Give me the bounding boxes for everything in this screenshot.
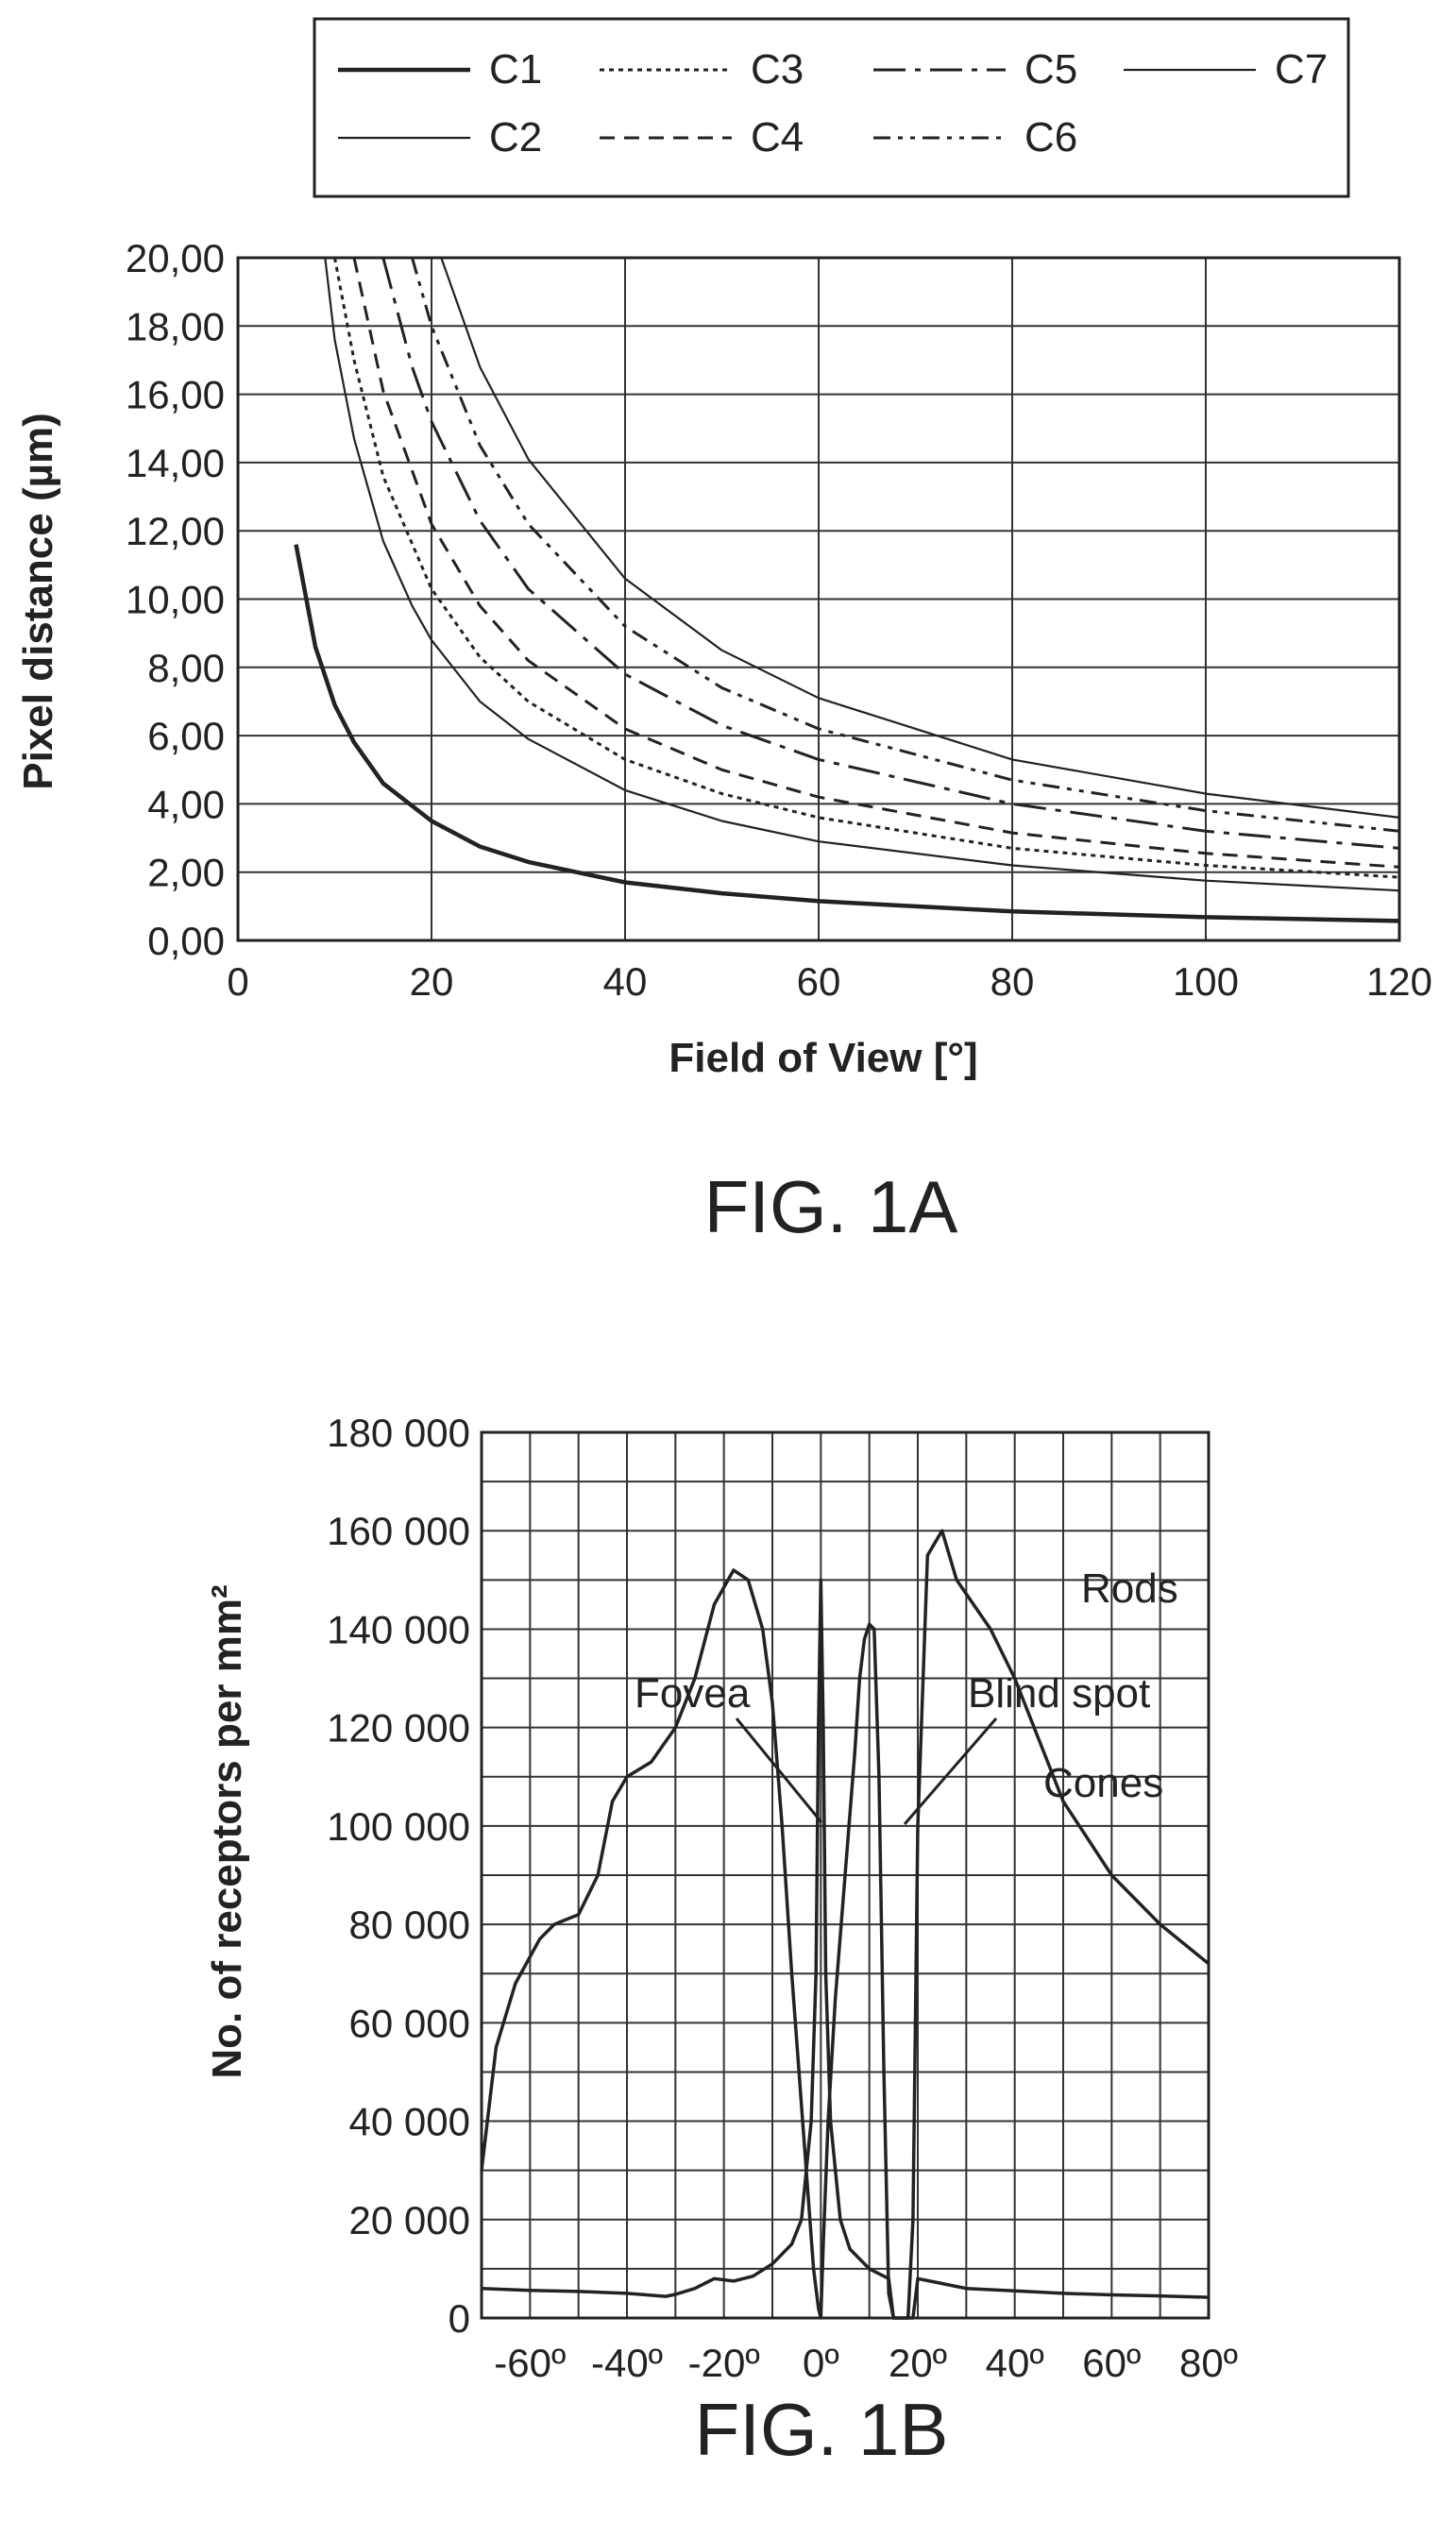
- y-tick-label: 2,00: [147, 851, 225, 895]
- series-c1-line: [296, 545, 1400, 922]
- y-tick-label: 120 000: [327, 1706, 470, 1751]
- y-tick-label: 18,00: [126, 304, 225, 348]
- legend-label-c6: C6: [1024, 114, 1077, 161]
- y-tick-label: 100 000: [327, 1804, 470, 1849]
- plot-grid: [238, 258, 1399, 940]
- x-tick-label: 80º: [1179, 2341, 1238, 2385]
- x-tick-labels: 0 20 40 60 80 100 120: [227, 959, 1432, 1004]
- x-tick-label: 0: [227, 959, 248, 1004]
- y-tick-label: 80 000: [349, 1903, 470, 1947]
- x-tick-label: 80: [990, 959, 1035, 1004]
- figure-label-1b: FIG. 1B: [695, 2388, 949, 2471]
- y-tick-label: 4,00: [147, 782, 225, 826]
- plot-series: [296, 258, 1400, 921]
- x-tick-label: 20º: [889, 2341, 947, 2385]
- legend: C1 C3 C5 C7 C2 C4 C6: [338, 46, 1328, 161]
- figure-1a: C1 C3 C5 C7 C2 C4 C6 0 20 40 60 80 100 120 0,00 2,00 4…: [15, 19, 1432, 1248]
- y-tick-label: 6,00: [147, 714, 225, 758]
- x-tick-label: 60: [797, 959, 841, 1004]
- x-tick-label: -60º: [494, 2341, 566, 2385]
- y-tick-label: 180 000: [327, 1411, 470, 1455]
- legend-label-c3: C3: [751, 46, 804, 93]
- x-tick-label: 0º: [803, 2341, 839, 2385]
- x-tick-labels: -60º -40º -20º 0º 20º 40º 60º 80º: [494, 2341, 1238, 2385]
- y-tick-labels: 0 20 000 40 000 60 000 80 000 100 000 120 000 1…: [327, 1411, 470, 2341]
- series-c5-line: [383, 258, 1399, 848]
- series-c2-line: [325, 258, 1399, 890]
- legend-box: [314, 19, 1348, 196]
- legend-label-c1: C1: [489, 46, 542, 93]
- legend-label-c4: C4: [751, 114, 804, 161]
- y-tick-label: 60 000: [349, 2001, 470, 2045]
- y-axis-title: No. of receptors per mm²: [204, 1584, 250, 2078]
- y-axis-title: Pixel distance (µm): [15, 413, 61, 789]
- series-c4-line: [354, 258, 1399, 867]
- x-tick-label: 120: [1366, 959, 1432, 1004]
- y-tick-label: 10,00: [126, 578, 225, 622]
- x-axis-title: Field of View [°]: [669, 1035, 977, 1081]
- y-tick-label: 20 000: [349, 2198, 470, 2242]
- annotation-cones: Cones: [1043, 1760, 1163, 1806]
- legend-label-c7: C7: [1275, 46, 1328, 93]
- y-tick-label: 16,00: [126, 373, 225, 417]
- x-tick-label: -40º: [591, 2341, 663, 2385]
- legend-label-c5: C5: [1024, 46, 1077, 93]
- y-tick-labels: 0,00 2,00 4,00 6,00 8,00 10,00 12,00 14,00 16,00…: [126, 236, 225, 963]
- series-c3-line: [335, 258, 1400, 877]
- y-tick-label: 140 000: [327, 1607, 470, 1651]
- series-c7-line: [441, 258, 1399, 818]
- figure-label-1a: FIG. 1A: [704, 1165, 958, 1248]
- y-tick-label: 20,00: [126, 236, 225, 280]
- y-tick-label: 12,00: [126, 509, 225, 553]
- series-c6-line: [413, 258, 1400, 831]
- y-tick-label: 160 000: [327, 1509, 470, 1553]
- y-tick-label: 8,00: [147, 646, 225, 690]
- figure-1b: -60º -40º -20º 0º 20º 40º 60º 80º 0 20 000 40 000…: [204, 1411, 1238, 2471]
- x-tick-label: 100: [1173, 959, 1239, 1004]
- x-tick-label: -20º: [688, 2341, 760, 2385]
- annotation-fovea: Fovea: [635, 1670, 751, 1717]
- y-tick-label: 0: [449, 2296, 470, 2341]
- x-tick-label: 40º: [986, 2341, 1044, 2385]
- x-tick-label: 40: [603, 959, 648, 1004]
- y-tick-label: 14,00: [126, 441, 225, 485]
- legend-label-c2: C2: [489, 114, 542, 161]
- x-tick-label: 20: [410, 959, 454, 1004]
- annotation-rods: Rods: [1081, 1565, 1178, 1612]
- y-tick-label: 0,00: [147, 919, 225, 963]
- y-tick-label: 40 000: [349, 2100, 470, 2144]
- x-tick-label: 60º: [1082, 2341, 1141, 2385]
- annotation-blind-spot: Blind spot: [968, 1670, 1150, 1717]
